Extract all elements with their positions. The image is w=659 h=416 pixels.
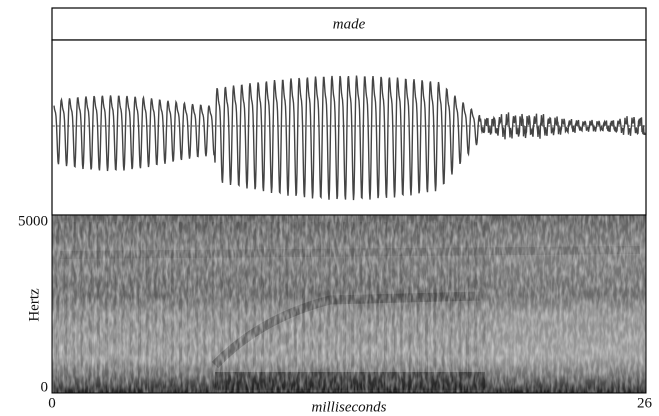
chart-title: made [333, 16, 366, 32]
chart: made Hertz milliseconds 0 26 0 5000 [0, 0, 659, 416]
waveform-box [52, 40, 646, 215]
page: made Hertz milliseconds 02605000 (() => … [0, 0, 659, 416]
y-tick-label: 0 [41, 379, 49, 395]
y-axis-label: Hertz [26, 288, 42, 322]
spectrogram-texture [52, 215, 646, 393]
x-tick-label: 26 [637, 395, 653, 411]
x-axis-label: milliseconds [312, 399, 387, 415]
x-tick-label: 0 [48, 395, 56, 411]
y-tick-label: 5000 [18, 213, 48, 229]
